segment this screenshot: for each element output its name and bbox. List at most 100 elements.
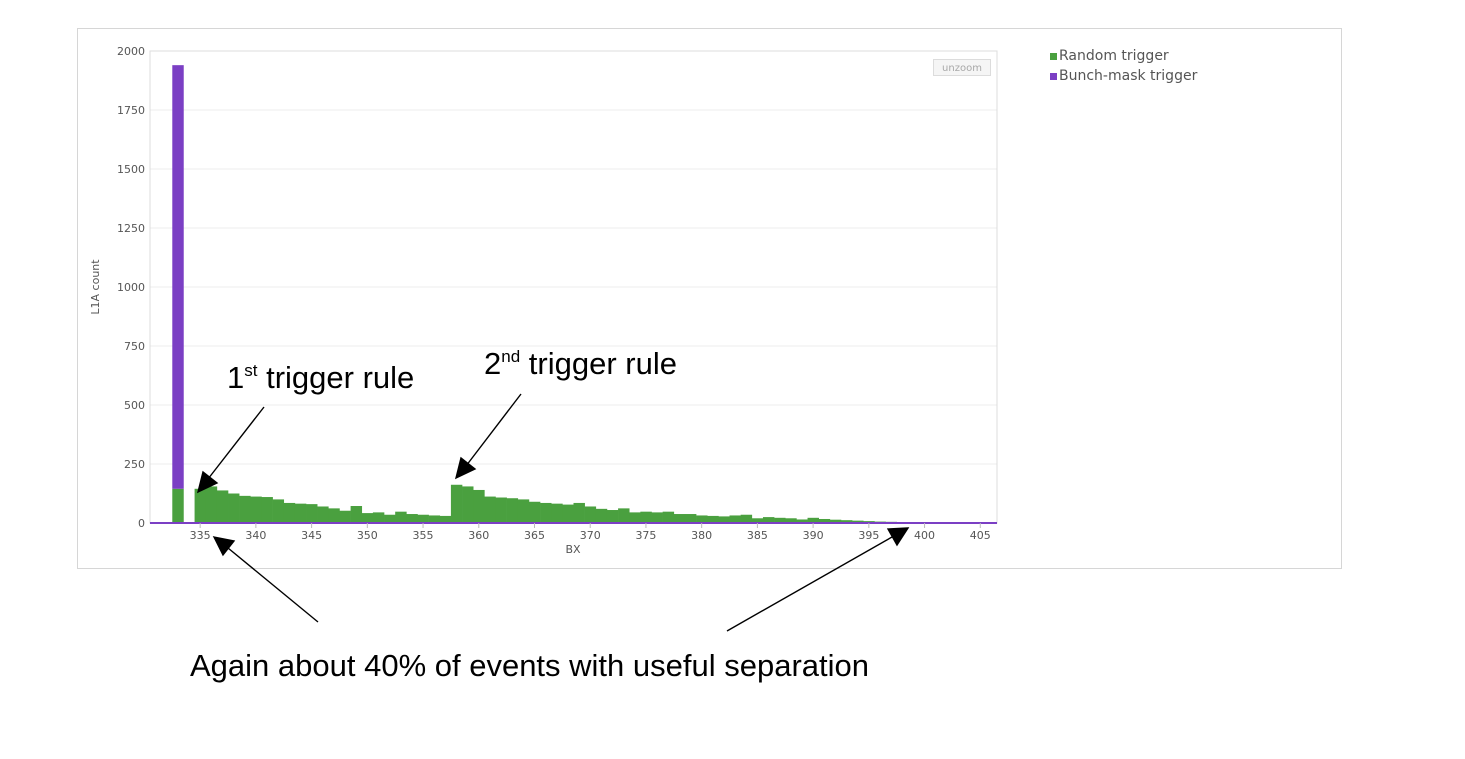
bar-random[interactable] — [395, 511, 407, 523]
bar-random[interactable] — [562, 504, 574, 523]
bar-random[interactable] — [618, 508, 630, 523]
bars — [172, 65, 987, 524]
bar-random[interactable] — [339, 510, 351, 523]
bar-random[interactable] — [361, 513, 374, 523]
bar-random[interactable] — [595, 508, 608, 523]
bar-random[interactable] — [818, 518, 831, 523]
bar-random[interactable] — [250, 496, 262, 523]
bar-random[interactable] — [584, 506, 597, 523]
legend-label-bunch-mask: Bunch-mask trigger — [1059, 68, 1198, 84]
bar-random[interactable] — [473, 489, 485, 523]
x-tick-label: 395 — [858, 529, 879, 542]
y-tick-label: 1000 — [117, 281, 145, 294]
unzoom-button[interactable]: unzoom — [933, 59, 991, 76]
axes: 0 250 500 750 1000 1250 1500 1750 2000 335 340 345 3… — [117, 45, 998, 542]
bar-random[interactable] — [239, 495, 251, 523]
bar-random[interactable] — [629, 512, 641, 523]
bar-random[interactable] — [462, 486, 474, 523]
bar-random[interactable] — [261, 497, 273, 523]
bar-random[interactable] — [729, 515, 741, 523]
bar-random[interactable] — [684, 514, 697, 523]
bar-random[interactable] — [840, 520, 853, 523]
bar-random[interactable] — [294, 503, 307, 523]
bar-random[interactable] — [428, 515, 441, 523]
bar-random[interactable] — [172, 488, 184, 523]
bar-random[interactable] — [673, 514, 686, 523]
y-tick-label: 1500 — [117, 163, 145, 176]
bar-random[interactable] — [762, 517, 775, 523]
bottom-annotation: Again about 40% of events with useful se… — [190, 648, 869, 683]
bar-random[interactable] — [450, 484, 463, 523]
bar-random[interactable] — [350, 506, 363, 523]
bar-bunch-mask[interactable] — [172, 65, 184, 489]
bar-random[interactable] — [696, 515, 708, 523]
bar-random[interactable] — [216, 490, 229, 523]
x-tick-label: 385 — [747, 529, 768, 542]
second-rule-superscript: nd — [501, 347, 520, 366]
bar-random[interactable] — [306, 504, 318, 523]
bar-random[interactable] — [606, 510, 619, 523]
arrow-bottom-right-head — [886, 527, 910, 547]
first-trigger-rule-label: 1st trigger rule — [227, 360, 414, 395]
legend-swatch-bunch-mask — [1050, 72, 1057, 80]
y-tick-label: 1750 — [117, 104, 145, 117]
legend-item-bunch-mask[interactable]: Bunch-mask trigger — [1050, 66, 1197, 86]
bar-random[interactable] — [417, 514, 429, 523]
arrow-second-rule-head — [454, 456, 477, 480]
first-rule-number: 1 — [227, 360, 244, 395]
x-tick-label: 340 — [245, 529, 266, 542]
bar-random[interactable] — [384, 514, 396, 523]
y-tick-label: 250 — [124, 458, 145, 471]
bar-random[interactable] — [662, 511, 675, 523]
bar-random[interactable] — [517, 499, 530, 523]
x-tick-label: 405 — [970, 529, 991, 542]
bar-random[interactable] — [707, 515, 719, 523]
bar-random[interactable] — [528, 501, 541, 523]
bar-random[interactable] — [807, 517, 819, 523]
x-tick-label: 375 — [635, 529, 656, 542]
bar-random[interactable] — [372, 512, 385, 523]
x-tick-label: 370 — [580, 529, 601, 542]
y-axis-label: L1A count — [89, 259, 102, 315]
bar-random[interactable] — [194, 488, 207, 523]
legend-label-random: Random trigger — [1059, 48, 1169, 64]
bar-random[interactable] — [551, 503, 563, 523]
bar-random[interactable] — [228, 493, 240, 524]
bar-random[interactable] — [651, 512, 663, 523]
y-tick-label: 500 — [124, 399, 145, 412]
x-tick-label: 350 — [357, 529, 378, 542]
x-tick-label: 365 — [524, 529, 545, 542]
bar-random[interactable] — [495, 497, 507, 523]
first-rule-superscript: st — [244, 361, 258, 380]
bar-random[interactable] — [540, 502, 552, 523]
bar-random[interactable] — [796, 519, 808, 523]
annotation-arrows — [196, 393, 910, 632]
legend-swatch-random — [1050, 52, 1057, 60]
bar-random[interactable] — [205, 486, 218, 523]
bar-random[interactable] — [852, 520, 864, 523]
x-tick-label: 390 — [803, 529, 824, 542]
legend-item-random[interactable]: Random trigger — [1050, 46, 1197, 66]
bar-random[interactable] — [640, 511, 652, 523]
arrow-bottom-left — [227, 547, 319, 623]
bar-random[interactable] — [774, 517, 786, 523]
bar-random[interactable] — [829, 519, 842, 523]
bar-random[interactable] — [283, 502, 296, 523]
bar-random[interactable] — [506, 498, 519, 523]
bar-random[interactable] — [328, 508, 340, 523]
bar-random[interactable] — [573, 502, 585, 523]
bar-random[interactable] — [740, 514, 753, 523]
arrow-bottom-right — [726, 536, 893, 632]
first-rule-text: trigger rule — [257, 360, 414, 395]
bar-random[interactable] — [439, 515, 452, 523]
bar-random[interactable] — [785, 518, 797, 523]
bar-random[interactable] — [484, 496, 496, 523]
bar-random[interactable] — [718, 516, 730, 523]
bar-random[interactable] — [317, 506, 329, 523]
arrow-first-rule — [207, 406, 265, 480]
x-tick-label: 355 — [413, 529, 434, 542]
bar-random[interactable] — [406, 514, 418, 523]
bar-random[interactable] — [751, 518, 764, 523]
bar-random[interactable] — [272, 499, 285, 523]
